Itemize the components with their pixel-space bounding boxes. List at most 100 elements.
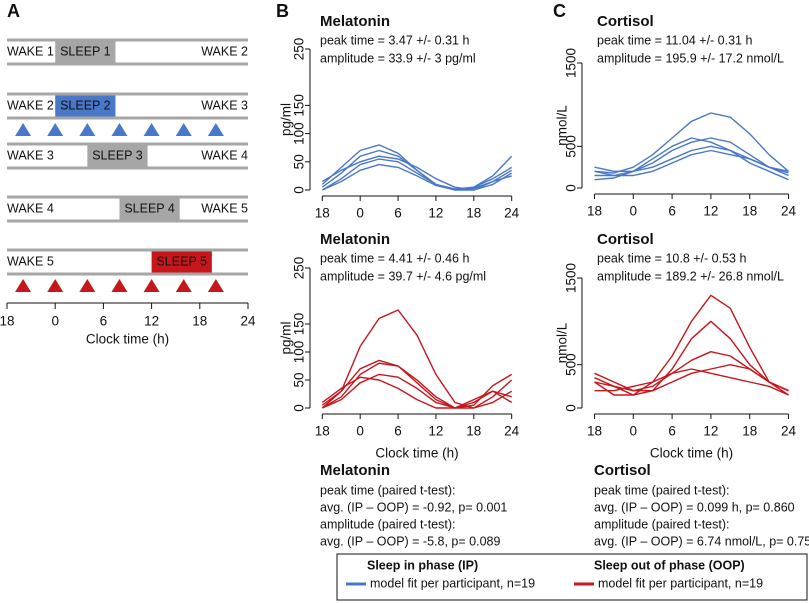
stats-line: avg. (IP – OOP) = 0.099 h, p= 0.860	[594, 500, 795, 514]
legend-title: Sleep in phase (IP)	[367, 558, 478, 572]
y-tick-label: 0	[564, 404, 579, 412]
chart-subtitle: amplitude = 189.2 +/- 26.8 nmol/L	[597, 269, 784, 283]
sleep-label: SLEEP 4	[124, 201, 175, 215]
stats-line: amplitude (paired t-test):	[594, 517, 729, 531]
y-axis-label: nmol/L	[555, 322, 570, 363]
model-fit-line	[321, 359, 513, 409]
model-fit-line	[594, 149, 789, 177]
stats-line: peak time (paired t-test):	[594, 483, 729, 497]
wake-label: WAKE 4	[7, 201, 54, 215]
stats-title: Melatonin	[320, 462, 390, 479]
model-fit-line	[594, 294, 789, 396]
chart-subtitle: peak time = 4.41 +/- 0.46 h	[320, 251, 469, 265]
wake-label: WAKE 5	[201, 201, 248, 215]
x-tick-label: 6	[100, 314, 108, 329]
x-tick-label: 24	[240, 314, 256, 329]
model-fit-line	[321, 158, 512, 191]
light-marker	[143, 123, 160, 136]
sleep-box	[55, 94, 116, 118]
stats-line: peak time (paired t-test):	[320, 483, 455, 497]
x-tick-label: 24	[504, 424, 520, 439]
sleep-label: SLEEP 3	[92, 148, 143, 162]
x-axis-label: Clock time (h)	[86, 332, 169, 347]
sleep-box	[55, 40, 116, 64]
light-marker	[79, 279, 96, 292]
model-fit-line	[322, 155, 513, 191]
x-tick-label: 6	[394, 206, 402, 221]
y-axis-label: pg/ml	[279, 321, 294, 354]
x-tick-label: 0	[630, 424, 638, 439]
chart-subtitle: amplitude = 39.7 +/- 4.6 pg/ml	[320, 269, 486, 283]
y-tick-label: 0	[292, 186, 307, 194]
sleep-box	[119, 197, 180, 221]
y-tick-label: 1500	[564, 48, 579, 78]
x-tick-label: 12	[703, 204, 718, 219]
x-tick-label: 0	[356, 206, 364, 221]
chart-title: Melatonin	[320, 13, 390, 30]
x-tick-label: 18	[0, 314, 15, 329]
x-tick-label: 18	[466, 424, 481, 439]
x-tick-label: 24	[504, 206, 520, 221]
y-axis-label: nmol/L	[555, 105, 570, 146]
stats-title: Cortisol	[594, 462, 651, 479]
x-tick-label: 24	[781, 424, 797, 439]
stats-line: avg. (IP – OOP) = -0.92, p= 0.001	[320, 500, 507, 514]
light-marker	[47, 279, 64, 292]
chart-subtitle: peak time = 10.8 +/- 0.53 h	[597, 251, 746, 265]
light-marker	[111, 123, 128, 136]
light-marker	[79, 123, 96, 136]
wake-label: WAKE 5	[7, 254, 54, 268]
x-tick-label: 18	[466, 206, 481, 221]
stats-line: avg. (IP – OOP) = -5.8, p= 0.089	[320, 534, 500, 548]
x-tick-label: 12	[703, 424, 718, 439]
legend-label: model fit per participant, n=19	[370, 576, 535, 590]
stats-line: avg. (IP – OOP) = 6.74 nmol/L, p= 0.758	[594, 534, 809, 548]
sleep-box	[151, 250, 212, 274]
light-marker	[207, 279, 224, 292]
y-tick-label: 50	[292, 154, 307, 169]
model-fit-line	[321, 376, 512, 409]
x-axis-label: Clock time (h)	[375, 446, 458, 461]
panel-label: C	[553, 1, 566, 21]
sleep-label: SLEEP 1	[60, 44, 111, 58]
x-tick-label: 6	[394, 424, 402, 439]
x-tick-label: 18	[315, 424, 330, 439]
wake-label: WAKE 4	[201, 148, 248, 162]
wake-label: WAKE 2	[7, 98, 54, 112]
model-fit-line	[321, 144, 513, 191]
model-fit-line	[321, 155, 513, 191]
x-tick-label: 0	[630, 204, 638, 219]
x-tick-label: 12	[428, 206, 443, 221]
x-tick-label: 18	[315, 206, 330, 221]
light-marker	[47, 123, 64, 136]
x-tick-label: 24	[781, 204, 797, 219]
light-marker	[207, 123, 224, 136]
chart-subtitle: peak time = 3.47 +/- 0.31 h	[320, 33, 469, 47]
chart-subtitle: peak time = 11.04 +/- 0.31 h	[597, 33, 752, 47]
model-fit-line	[321, 309, 513, 409]
stats-line: amplitude (paired t-test):	[320, 517, 455, 531]
y-tick-label: 500	[564, 353, 579, 376]
model-fit-line	[594, 137, 789, 181]
light-marker	[15, 123, 32, 136]
wake-label: WAKE 3	[201, 98, 248, 112]
y-tick-label: 100	[292, 341, 307, 364]
model-fit-line	[594, 137, 789, 177]
y-tick-label: 100	[292, 122, 307, 145]
legend-label: model fit per participant, n=19	[598, 576, 763, 590]
model-fit-line	[322, 373, 513, 409]
x-tick-label: 18	[742, 204, 757, 219]
light-marker	[175, 123, 192, 136]
y-tick-label: 250	[292, 38, 307, 61]
sleep-label: SLEEP 5	[156, 254, 207, 268]
x-tick-label: 6	[668, 424, 676, 439]
y-tick-label: 50	[292, 372, 307, 387]
wake-label: WAKE 2	[201, 44, 248, 58]
y-tick-label: 150	[292, 94, 307, 117]
x-tick-label: 18	[587, 424, 602, 439]
chart-subtitle: amplitude = 33.9 +/- 3 pg/ml	[320, 51, 476, 65]
x-tick-label: 18	[192, 314, 207, 329]
y-axis-label: pg/ml	[279, 103, 294, 136]
x-tick-label: 6	[668, 204, 676, 219]
